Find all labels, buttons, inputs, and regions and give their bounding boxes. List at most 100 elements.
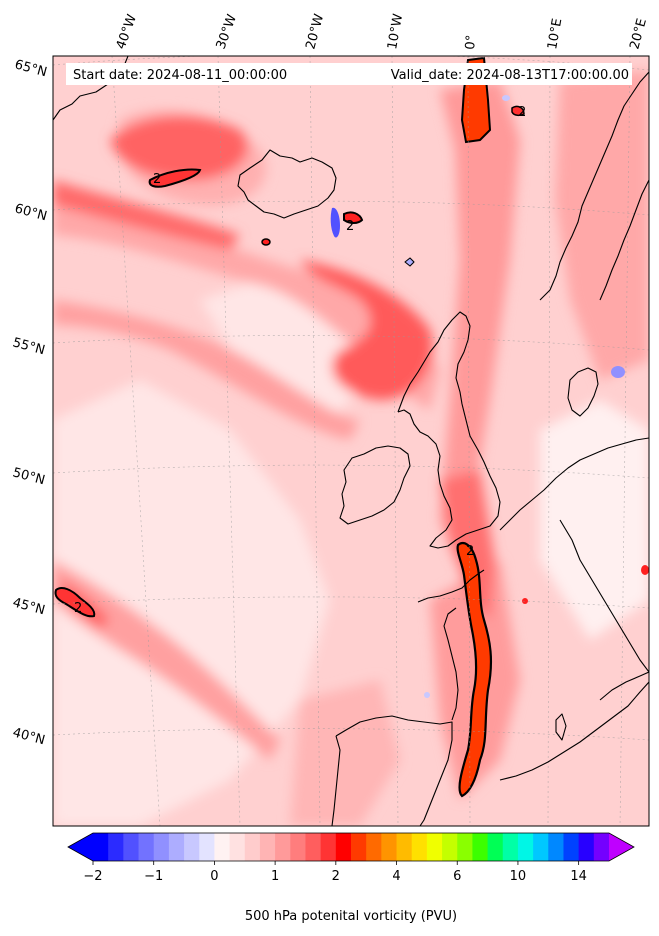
longitude-label: 10°E (545, 17, 565, 50)
pv-maximum-small (511, 105, 525, 117)
latitude-label: 45°N (11, 595, 47, 618)
meridian-line (391, 56, 399, 826)
colorbar-swatch (259, 833, 276, 861)
colorbar-tick-label: 10 (510, 869, 527, 884)
longitude-label: 20°W (303, 12, 327, 51)
meridian-line (111, 56, 161, 826)
contour-label: 2 (346, 219, 354, 234)
meridian-line (547, 56, 551, 826)
longitude-labels: 40°W 30°W 20°W 10°W 0° 10°E 20°E (114, 12, 650, 51)
colorbar-swatch (320, 833, 337, 861)
colorbar-ticks: −2 −1 0 1 2 4 6 10 14 (83, 861, 587, 884)
colorbar-swatch (472, 833, 489, 861)
pv-maximum-small (522, 598, 528, 604)
norway-coast (539, 71, 649, 301)
great-britain-coast (397, 403, 501, 549)
pv-light-region (540, 400, 649, 640)
colorbar-tick-label: 2 (332, 869, 340, 884)
low-countries-coast (499, 437, 649, 531)
colorbar-under-arrow (68, 833, 93, 861)
latitude-labels: 65°N 60°N 55°N 50°N 45°N 40°N (11, 57, 49, 748)
pv-maximum-north (148, 168, 202, 188)
map-frame (52, 55, 650, 827)
pv-maximum-small (261, 238, 271, 246)
colorbar: −2 −1 0 1 2 4 6 10 14 500 hPa potenital vorticit… (67, 832, 635, 924)
longitude-label: 40°W (114, 12, 140, 51)
colorbar-swatch (290, 833, 307, 861)
europe-inland-border (559, 519, 649, 701)
colorbar-swatch (305, 833, 322, 861)
scotland-coast (397, 311, 471, 413)
longitude-label: 10°W (385, 13, 406, 51)
colorbar-swatch (517, 833, 534, 861)
iberia-west-coast (331, 735, 341, 826)
meridian-line (217, 56, 241, 826)
colorbar-swatch (533, 833, 549, 861)
colorbar-swatch (381, 833, 398, 861)
contour-labels: 2 2 2 2 2 (74, 105, 526, 616)
ireland-coast (339, 445, 411, 525)
iceland-coast (237, 149, 337, 219)
colorbar-swatch (184, 833, 200, 861)
latitude-label: 40°N (11, 725, 47, 748)
negative-pv-patches (330, 95, 625, 698)
colorbar-tick-label: 6 (453, 869, 461, 884)
colorbar-over-arrow (609, 833, 634, 861)
colorbar-swatches (93, 833, 610, 861)
colorbar-swatch (411, 833, 428, 861)
contour-label: 2 (74, 601, 82, 616)
colorbar-swatch (578, 833, 595, 861)
colorbar-swatch (153, 833, 170, 861)
pv-medium-band (440, 80, 520, 560)
pv-light-region (53, 380, 330, 826)
colorbar-swatch (93, 833, 109, 861)
latitude-label: 65°N (13, 57, 49, 80)
colorbar-swatch (335, 833, 352, 861)
colorbar-swatch (396, 833, 413, 861)
valid-date-text: Valid_date: 2024-08-13T17:00:00.00 (391, 68, 629, 83)
colorbar-swatch (108, 833, 124, 861)
colorbar-swatch (366, 833, 382, 861)
negative-pv-patch (611, 366, 625, 378)
contour-label: 2 (153, 172, 161, 187)
colorbar-swatch (548, 833, 565, 861)
colorbar-swatch (351, 833, 367, 861)
latitude-label: 55°N (11, 335, 47, 358)
colorbar-swatch (244, 833, 261, 861)
colorbar-swatch (229, 833, 246, 861)
coastlines (53, 56, 649, 826)
colorbar-tick-label: −2 (83, 869, 102, 884)
iberia-coast (335, 715, 453, 826)
meridian-line (467, 56, 471, 826)
pv-strong-band (300, 260, 433, 400)
negative-pv-patch (424, 692, 430, 698)
colorbar-swatch (502, 833, 519, 861)
faroe-islands (404, 257, 415, 267)
sweden-coast (599, 179, 649, 301)
denmark-coast (567, 367, 599, 417)
longitude-label: 20°E (627, 17, 650, 51)
pv-strong-band (53, 180, 240, 250)
meridian-line (619, 56, 631, 826)
pv-medium-band (53, 190, 440, 410)
map-panel[interactable]: 2 2 2 2 2 Start date: 2024-08-11_00:00:0… (53, 54, 649, 826)
pv-maximum-france (456, 542, 493, 798)
pv-strong-band (110, 116, 248, 181)
pv-medium-band (53, 560, 280, 760)
pv-maximum-small (343, 211, 364, 224)
pv-medium-band (290, 680, 400, 826)
contour-label: 2 (518, 105, 526, 120)
colorbar-tick-label: 0 (210, 869, 218, 884)
pv-medium-band (555, 70, 649, 380)
colorbar-tick-label: 14 (570, 869, 587, 884)
colorbar-swatch (442, 833, 458, 861)
colorbar-swatch (214, 833, 231, 861)
colorbar-tick-label: 4 (392, 869, 400, 884)
colorbar-swatch (426, 833, 443, 861)
negative-pv-patch (330, 207, 340, 238)
colorbar-tick-label: −1 (144, 869, 163, 884)
pv-maximum-small (641, 565, 649, 575)
latitude-label: 60°N (13, 201, 49, 224)
graticule (53, 56, 649, 826)
